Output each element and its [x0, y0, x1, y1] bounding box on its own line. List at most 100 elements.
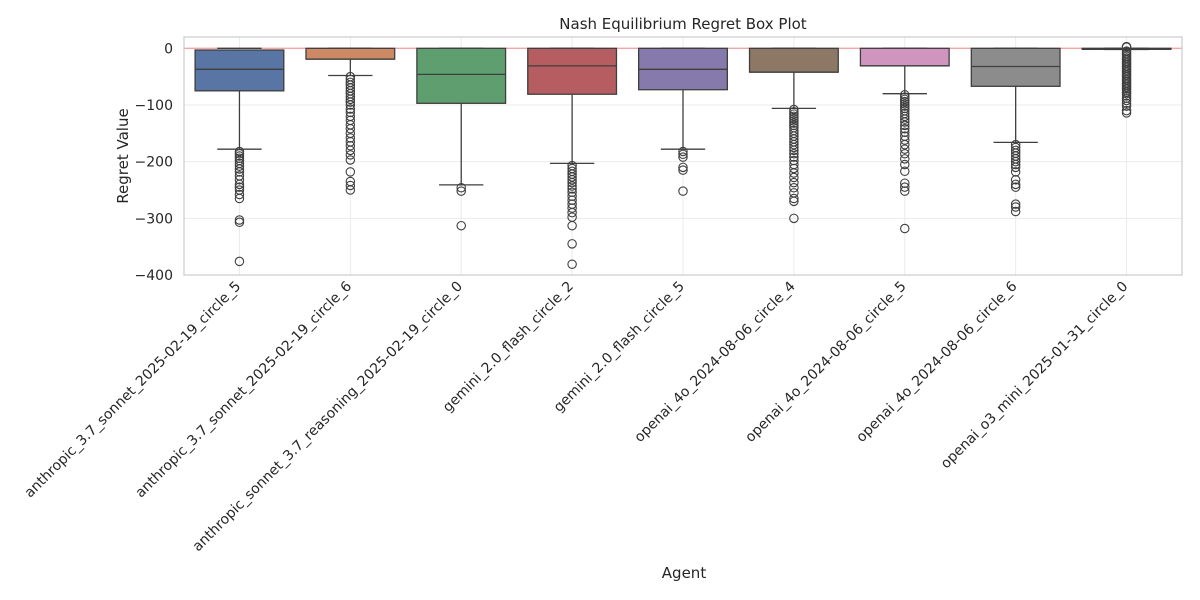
outlier-point	[567, 203, 577, 213]
box-layer	[194, 41, 1172, 269]
y-tick-label: 0	[164, 41, 173, 57]
outlier-point	[345, 167, 356, 177]
outlier-point	[789, 145, 799, 156]
x-tick-label: openai_o3_mini_2025-01-31_circle_0	[938, 279, 1132, 473]
box-group	[748, 47, 839, 224]
outlier-point	[1010, 206, 1021, 217]
outlier-point	[789, 213, 799, 224]
outlier-point	[789, 139, 799, 150]
y-tick-label: −200	[135, 155, 173, 171]
chart-title: Nash Equilibrium Regret Box Plot	[559, 15, 807, 33]
outlier-point	[789, 172, 799, 183]
outlier-point	[456, 182, 466, 193]
outlier-point	[900, 154, 910, 164]
outlier-point	[789, 118, 799, 128]
outlier-point	[900, 90, 910, 100]
outlier-point	[900, 144, 910, 154]
outlier-point	[789, 152, 799, 162]
box-group	[416, 47, 507, 231]
box-group	[527, 47, 618, 269]
y-tick-label: −400	[135, 268, 173, 284]
x-tick-label: gemini_2.0_flash_circle_2	[440, 279, 577, 416]
outlier-point	[234, 151, 245, 161]
box-group	[194, 47, 285, 267]
plot-frame	[183, 36, 1183, 276]
outlier-point	[1121, 88, 1132, 99]
outlier-point	[789, 177, 799, 188]
outlier-point	[567, 177, 577, 188]
outlier-point	[900, 182, 910, 192]
outlier-point	[345, 180, 356, 191]
outlier-point	[1010, 202, 1021, 212]
outlier-point	[678, 165, 688, 175]
outlier-point	[345, 185, 356, 195]
outlier-point	[345, 97, 356, 107]
outlier-point	[567, 207, 577, 218]
outlier-point	[345, 155, 356, 165]
outlier-point	[678, 152, 688, 162]
outlier-point	[1010, 175, 1021, 185]
outlier-point	[900, 186, 910, 196]
outlier-point	[789, 116, 799, 126]
outlier-point	[567, 172, 577, 182]
outlier-point	[900, 114, 910, 124]
y-tick-label: −100	[135, 98, 173, 114]
outlier-point	[567, 259, 577, 269]
outlier-point	[345, 104, 356, 114]
box-iqr	[194, 49, 285, 92]
outlier-point	[567, 175, 577, 185]
outlier-point	[234, 161, 245, 171]
x-tick-labels: anthropic_3.7_sonnet_2025-02-19_circle_5…	[22, 278, 1132, 554]
outlier-point	[234, 256, 245, 267]
box-iqr	[305, 47, 396, 60]
outlier-point	[900, 148, 910, 159]
outlier-point	[1121, 98, 1132, 109]
outlier-point	[345, 94, 356, 105]
box-group	[305, 47, 396, 195]
outlier-point	[234, 189, 245, 200]
outlier-point	[456, 186, 466, 196]
box-group	[859, 47, 950, 234]
outlier-point	[456, 220, 466, 231]
outlier-point	[345, 124, 356, 134]
outlier-point	[1010, 179, 1021, 190]
outlier-point	[1010, 182, 1021, 192]
box-group	[637, 47, 729, 196]
outlier-point	[1010, 159, 1021, 170]
outlier-point	[1010, 199, 1021, 209]
outlier-point	[789, 182, 799, 193]
outlier-point	[567, 239, 577, 249]
box-group	[970, 47, 1061, 217]
box-iqr	[748, 47, 839, 73]
outlier-point	[900, 223, 910, 234]
outlier-point	[900, 139, 910, 150]
outlier-point	[900, 135, 910, 145]
outlier-point	[789, 107, 799, 117]
outlier-point	[567, 220, 577, 231]
outlier-point	[900, 92, 910, 102]
outlier-point	[234, 148, 245, 159]
outlier-point	[678, 186, 688, 196]
outlier-point	[678, 162, 688, 173]
outlier-point	[1121, 91, 1132, 101]
outlier-point	[1010, 156, 1021, 167]
box-iqr	[859, 47, 950, 67]
outlier-point	[1121, 101, 1132, 111]
y-tick-label: −300	[135, 211, 173, 227]
outlier-point	[234, 175, 245, 185]
outlier-point	[789, 163, 799, 174]
outlier-point	[678, 146, 688, 157]
outlier-point	[234, 215, 245, 225]
outlier-point	[789, 104, 799, 115]
outlier-point	[789, 148, 799, 159]
outlier-point	[789, 142, 799, 153]
outlier-point	[900, 159, 910, 170]
outlier-point	[900, 124, 910, 134]
box-group	[1081, 41, 1172, 118]
outlier-point	[789, 193, 799, 204]
x-axis-label: Agent	[662, 564, 707, 582]
outlier-point	[345, 141, 356, 151]
outlier-point	[1121, 105, 1132, 116]
outlier-point	[345, 150, 356, 160]
